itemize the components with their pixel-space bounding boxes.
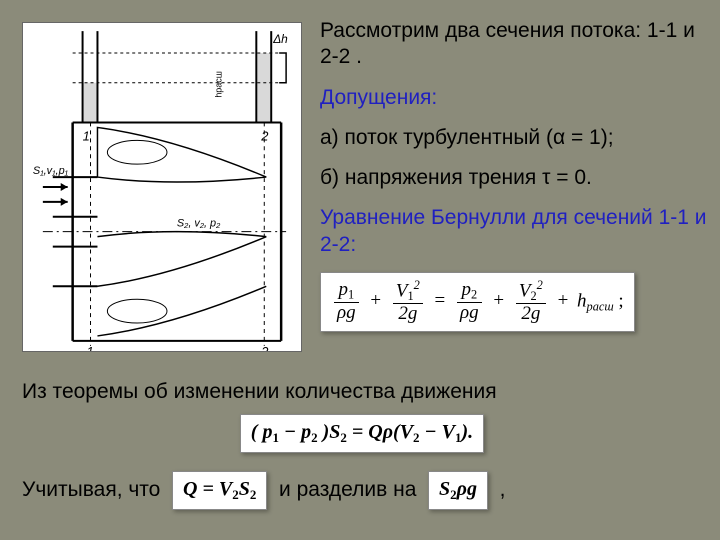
- text-dividing: и разделив на: [279, 478, 416, 501]
- para-assumption-a: а) поток турбулентный (α = 1);: [320, 125, 710, 151]
- inline-row: Учитывая, что Q = V2S2 и разделив на S2ρ…: [22, 471, 702, 510]
- text-considering: Учитывая, что: [22, 478, 160, 501]
- para-intro: Рассмотрим два сечения потока: 1-1 и 2-2…: [320, 18, 710, 71]
- formula-q: Q = V2S2: [172, 471, 267, 510]
- formula-momentum: ( p1 − p2 )S2 = Qρ(V2 − V1).: [240, 414, 484, 453]
- right-column: Рассмотрим два сечения потока: 1-1 и 2-2…: [320, 18, 710, 332]
- para-assumptions-title: Допущения:: [320, 85, 710, 111]
- formula-div: S2ρg: [428, 471, 488, 510]
- svg-text:S₂, v₂, p₂: S₂, v₂, p₂: [177, 218, 221, 230]
- svg-text:hрасш: hрасш: [214, 71, 224, 98]
- para-assumption-b: б) напряжения трения τ = 0.: [320, 165, 710, 191]
- svg-text:S₁,v₁,p₁: S₁,v₁,p₁: [33, 165, 69, 177]
- text-comma: ,: [500, 478, 506, 501]
- para-momentum-title: Из теоремы об изменении количества движе…: [22, 380, 702, 404]
- formula-bernoulli: p1ρg + V122g = p2ρg + V222g + hрасш ;: [320, 272, 635, 333]
- bottom-section: Из теоремы об изменении количества движе…: [22, 380, 702, 510]
- flow-diagram: Δh hрасш 1 2 1 2 S₁,v₁,p₁ S₂, v₂: [22, 22, 302, 352]
- svg-text:1: 1: [83, 128, 90, 143]
- para-bernoulli-title: Уравнение Бернулли для сечений 1-1 и 2-2…: [320, 205, 710, 258]
- label-deltah: Δh: [272, 32, 288, 46]
